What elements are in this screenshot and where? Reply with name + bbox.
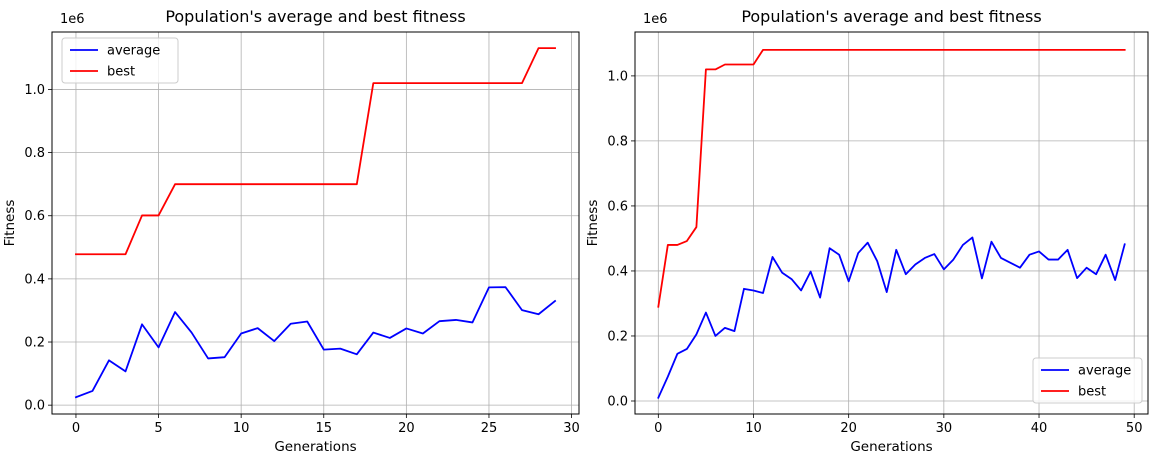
series-line-average — [74, 286, 557, 399]
legend-label-best: best — [1078, 385, 1106, 400]
x-tick-label: 0 — [654, 421, 662, 436]
y-axis-label: Fitness — [585, 200, 601, 247]
legend: average best — [61, 37, 179, 84]
y-tick-label: 0.4 — [24, 272, 45, 287]
x-tick-label: 10 — [745, 421, 762, 436]
y-tick-label: 0.0 — [607, 394, 628, 409]
chart-title: Population's average and best fitness — [165, 7, 465, 26]
y-tick-label: 0.6 — [607, 199, 628, 214]
y-tick-label: 0.2 — [607, 329, 628, 344]
x-tick-label: 50 — [1126, 421, 1143, 436]
legend-label-best: best — [107, 65, 135, 80]
series-line-best — [75, 47, 556, 256]
y-tick-label: 1.0 — [607, 69, 628, 84]
chart-2: 0 10 20 30 40 50 0.0 0.2 0.4 0.6 0.8 1.0 1e6 Populati… — [585, 7, 1149, 455]
x-tick-label: 15 — [315, 421, 332, 436]
x-tick-label: 10 — [233, 421, 250, 436]
y-tick-label: 0.6 — [24, 209, 45, 224]
legend-label-average: average — [107, 44, 160, 59]
y-tick-label: 0.2 — [24, 336, 45, 351]
x-tick-label: 20 — [840, 421, 857, 436]
x-axis-label: Generations — [274, 439, 356, 455]
x-axis-label: Generations — [850, 439, 932, 455]
legend-label-average: average — [1078, 364, 1131, 379]
axes-frame — [634, 31, 1149, 415]
series-line-average — [657, 236, 1126, 399]
y-offset-label: 1e6 — [643, 12, 668, 27]
series-line-best — [657, 48, 1126, 308]
x-tick-label: 40 — [1031, 421, 1048, 436]
y-tick-label: 0.8 — [607, 134, 628, 149]
y-offset-label: 1e6 — [60, 12, 85, 27]
chart-1: 0 5 10 15 20 25 30 0.0 0.2 0.4 0.6 0.8 1.0 1e6 Populat… — [2, 7, 580, 455]
y-tick-label: 0.0 — [24, 399, 45, 414]
y-tick-label: 0.4 — [607, 264, 628, 279]
x-tick-label: 25 — [481, 421, 498, 436]
x-tick-label: 30 — [936, 421, 953, 436]
y-axis-label: Fitness — [2, 200, 18, 247]
y-tick-label: 1.0 — [24, 83, 45, 98]
x-tick-label: 0 — [72, 421, 80, 436]
x-tick-label: 30 — [563, 421, 580, 436]
axes-frame — [51, 31, 580, 415]
chart-title: Population's average and best fitness — [741, 7, 1041, 26]
x-tick-label: 5 — [154, 421, 162, 436]
legend: average best — [1032, 357, 1143, 404]
y-tick-label: 0.8 — [24, 146, 45, 161]
x-tick-label: 20 — [398, 421, 415, 436]
